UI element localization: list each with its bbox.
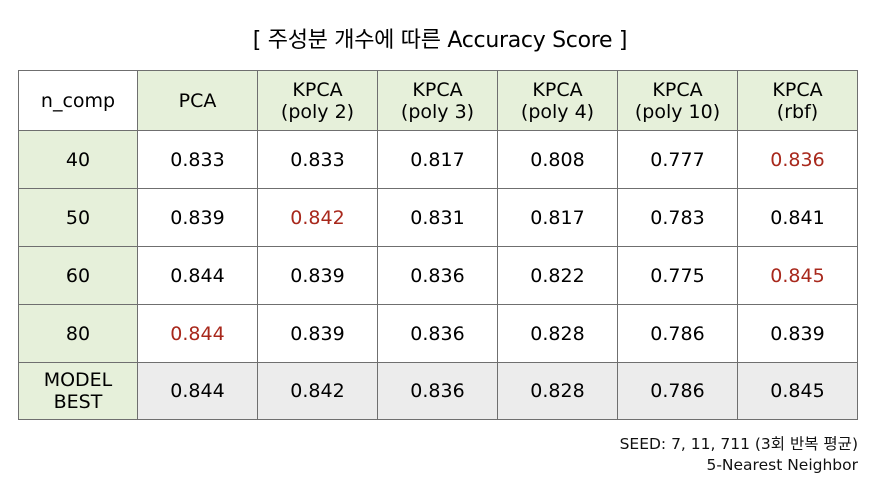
table-cell-highlight: 0.836 — [737, 130, 858, 189]
table-row: 80 0.844 0.839 0.836 0.828 0.786 0.839 — [18, 304, 858, 363]
table-cell-highlight: 0.842 — [257, 188, 378, 247]
best-cell: 0.836 — [377, 362, 498, 420]
table-cell: 0.836 — [377, 304, 498, 363]
table-cell-highlight: 0.844 — [137, 304, 258, 363]
best-cell: 0.845 — [737, 362, 858, 420]
table-cell: 0.817 — [377, 130, 498, 189]
row-label: 40 — [18, 130, 138, 189]
table-cell: 0.841 — [737, 188, 858, 247]
table-cell: 0.836 — [377, 246, 498, 305]
best-row-label: MODEL BEST — [18, 362, 138, 420]
column-header-kpca-poly3: KPCA (poly 3) — [377, 70, 498, 131]
best-cell: 0.842 — [257, 362, 378, 420]
table-cell: 0.839 — [257, 304, 378, 363]
table-cell: 0.783 — [617, 188, 738, 247]
table-cell-highlight: 0.845 — [737, 246, 858, 305]
table-cell: 0.844 — [137, 246, 258, 305]
row-label: 60 — [18, 246, 138, 305]
table-cell: 0.833 — [137, 130, 258, 189]
page-title: [ 주성분 개수에 따른 Accuracy Score ] — [252, 28, 628, 53]
seed-note: SEED: 7, 11, 711 (3회 반복 평균) — [619, 435, 858, 453]
table-cell: 0.839 — [257, 246, 378, 305]
table-cell: 0.831 — [377, 188, 498, 247]
accuracy-table: n_comp PCA KPCA (poly 2) KPCA (poly 3) KPC… — [18, 70, 858, 420]
row-label: 50 — [18, 188, 138, 247]
table-row: 40 0.833 0.833 0.817 0.808 0.777 0.836 — [18, 130, 858, 189]
table-cell: 0.839 — [137, 188, 258, 247]
table-cell: 0.822 — [497, 246, 618, 305]
table-row: 50 0.839 0.842 0.831 0.817 0.783 0.841 — [18, 188, 858, 247]
table-cell: 0.828 — [497, 304, 618, 363]
best-row: MODEL BEST 0.844 0.842 0.836 0.828 0.786 … — [18, 362, 858, 420]
header-row: n_comp PCA KPCA (poly 2) KPCA (poly 3) KPC… — [18, 70, 858, 131]
column-header-pca: PCA — [137, 70, 258, 131]
best-cell: 0.844 — [137, 362, 258, 420]
table-cell: 0.839 — [737, 304, 858, 363]
table-cell: 0.786 — [617, 304, 738, 363]
corner-cell: n_comp — [18, 70, 138, 131]
row-label: 80 — [18, 304, 138, 363]
table-cell: 0.775 — [617, 246, 738, 305]
column-header-kpca-rbf: KPCA (rbf) — [737, 70, 858, 131]
column-header-kpca-poly2: KPCA (poly 2) — [257, 70, 378, 131]
best-cell: 0.828 — [497, 362, 618, 420]
table-cell: 0.777 — [617, 130, 738, 189]
column-header-kpca-poly4: KPCA (poly 4) — [497, 70, 618, 131]
table-cell: 0.817 — [497, 188, 618, 247]
model-note: 5-Nearest Neighbor — [706, 456, 858, 474]
table-cell: 0.833 — [257, 130, 378, 189]
best-cell: 0.786 — [617, 362, 738, 420]
column-header-kpca-poly10: KPCA (poly 10) — [617, 70, 738, 131]
table-cell: 0.808 — [497, 130, 618, 189]
table-row: 60 0.844 0.839 0.836 0.822 0.775 0.845 — [18, 246, 858, 305]
